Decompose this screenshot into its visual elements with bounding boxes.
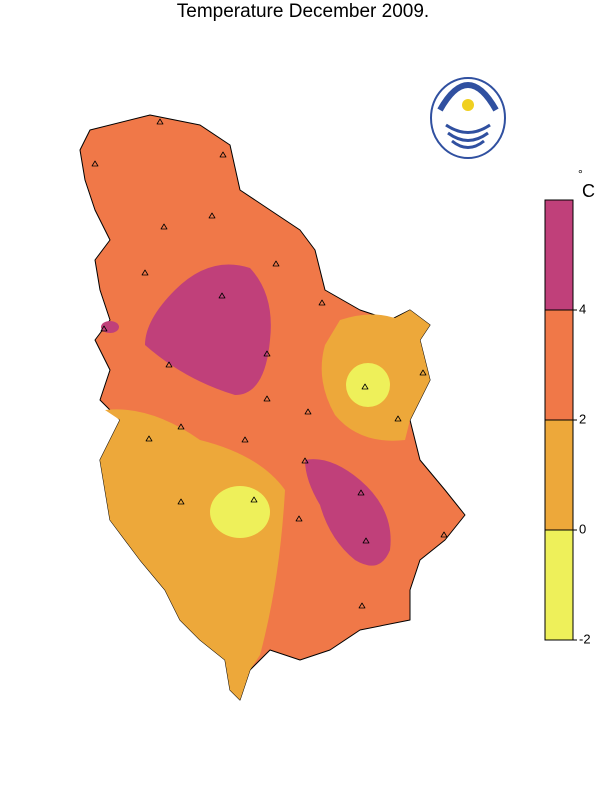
unit-degree: ° <box>578 167 583 181</box>
map-title: Temperature December 2009. <box>177 1 429 22</box>
map <box>79 114 466 701</box>
colorbar-band <box>545 310 573 420</box>
contour-0-2-southwest <box>100 409 285 700</box>
colorbar-tick-label: 0 <box>579 521 586 536</box>
colorbar-band <box>545 200 573 310</box>
colorbar-tick-label: 2 <box>579 411 586 426</box>
stations <box>91 118 448 609</box>
contour-above-4-southeast <box>305 459 391 566</box>
contour-below-0-east <box>346 363 390 407</box>
unit: C <box>582 181 595 201</box>
contour-below-0-southwest <box>210 486 270 538</box>
colorbar-band <box>545 530 573 640</box>
contour-above-4-small <box>101 321 119 333</box>
colorbar-tick-label: 4 <box>579 301 586 316</box>
logo <box>430 77 506 159</box>
contour-above-4-west <box>145 264 271 395</box>
colorbar-tick-label: -2 <box>579 631 591 646</box>
colorbar-band <box>545 420 573 530</box>
colorbar: ° C -2 0 2 4 <box>544 167 595 646</box>
